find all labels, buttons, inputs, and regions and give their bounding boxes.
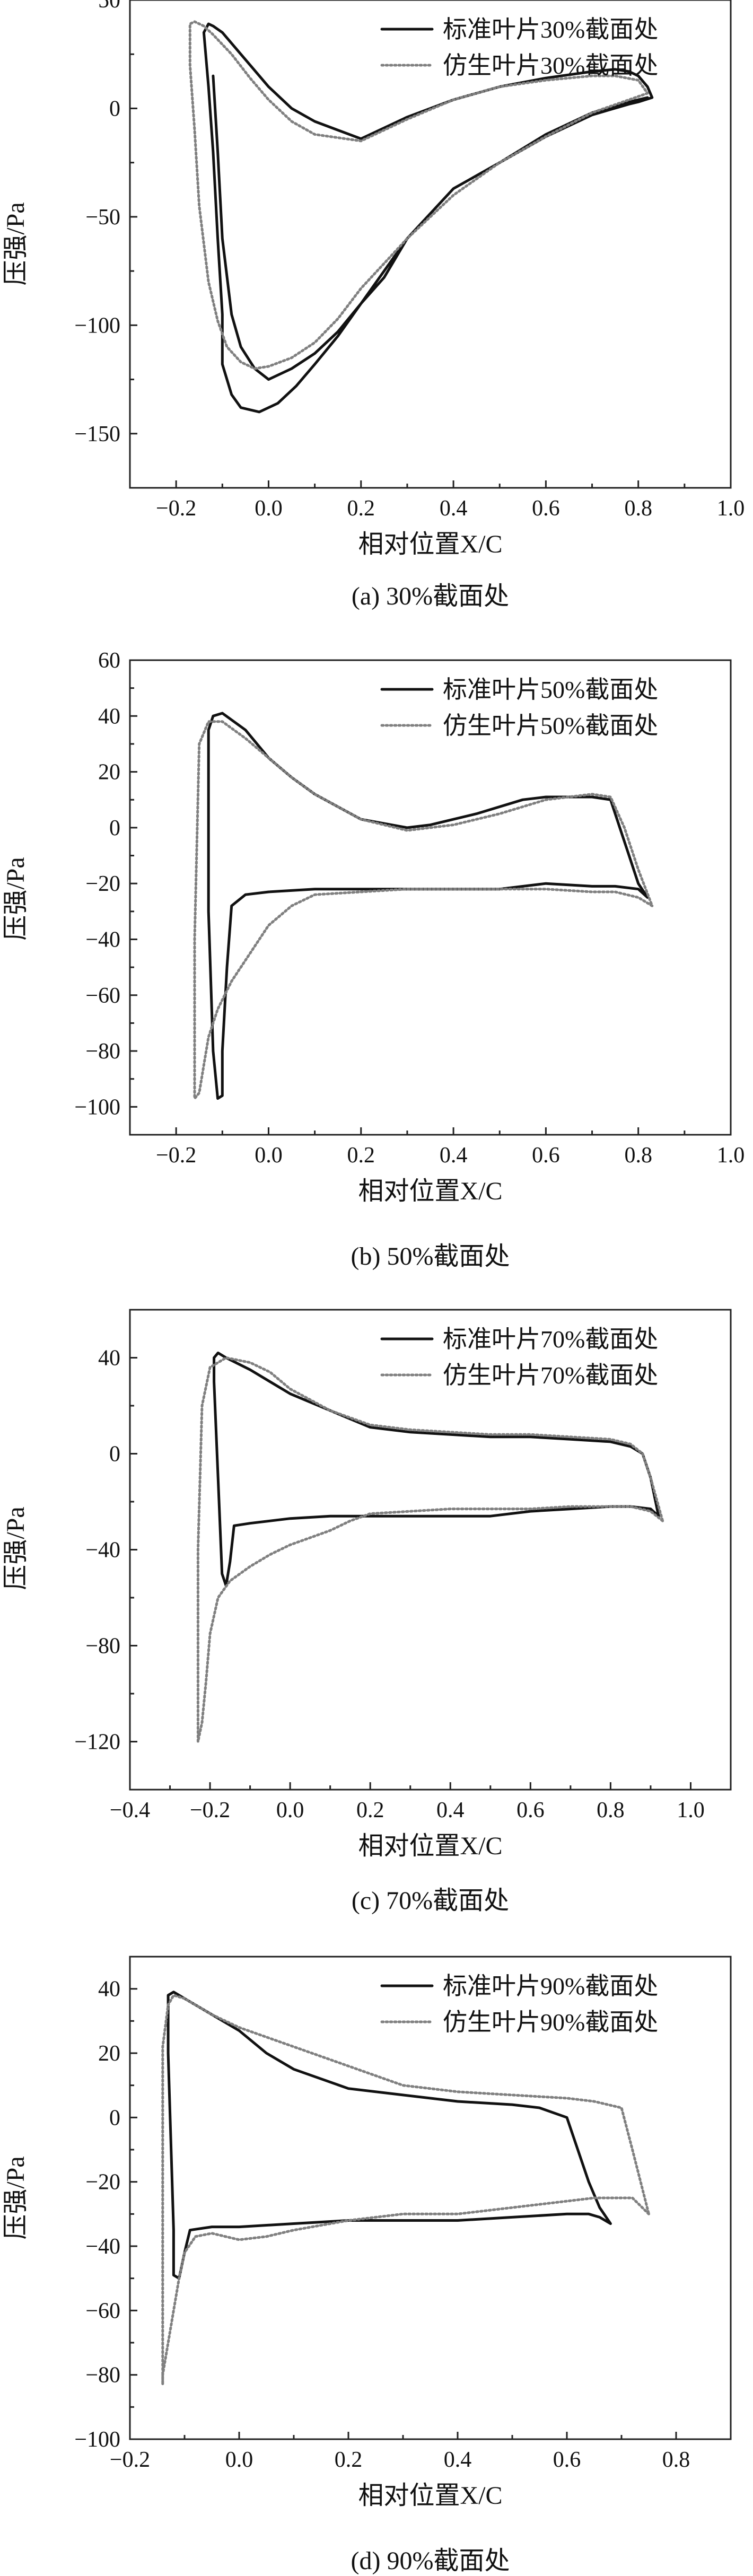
y-tick-label: 20 xyxy=(98,760,120,785)
series-line-standard-blade xyxy=(202,22,654,414)
x-tick-label: 0.0 xyxy=(255,1143,283,1168)
x-tick-label: −0.2 xyxy=(110,2448,150,2472)
x-tick-label: 0.0 xyxy=(225,2448,253,2472)
y-tick-label: 40 xyxy=(98,1977,120,2002)
x-axis-label: 相对位置X/C xyxy=(358,1832,502,1860)
legend-label: 仿生叶片50%截面处 xyxy=(443,712,658,739)
y-tick-label: −40 xyxy=(85,1538,120,1563)
x-tick-label: 0.2 xyxy=(347,1143,375,1168)
x-tick-label: 0.6 xyxy=(516,1798,545,1823)
series-line-bionic-blade xyxy=(196,1356,664,1743)
legend-label: 标准叶片70%截面处 xyxy=(443,1326,658,1353)
y-axis-label: 压强/Pa xyxy=(2,202,30,285)
series-line-bionic-blade xyxy=(188,20,649,370)
x-tick-label: 0.2 xyxy=(356,1798,384,1823)
y-tick-label: −80 xyxy=(85,1039,120,1064)
y-tick-label: −50 xyxy=(85,205,120,230)
chart-panel-1: −0.2 0.0 0.2 0.4 0.6 0.8 1.0 50 0 −50 −100 −150 标准叶片… xyxy=(2,0,745,610)
x-tick-label: 0.8 xyxy=(624,1143,652,1168)
y-tick-label: −80 xyxy=(85,1634,120,1659)
y-axis-label: 压强/Pa xyxy=(2,2156,30,2239)
chart-panel-2: −0.2 0.0 0.2 0.4 0.6 0.8 1.0 60 40 20 0 −20 −40 −60 −8… xyxy=(2,649,745,1271)
y-tick-label: 0 xyxy=(109,2106,120,2130)
x-tick-label: 0.8 xyxy=(662,2448,690,2472)
y-tick-label: 0 xyxy=(109,816,120,840)
y-axis-label: 压强/Pa xyxy=(2,857,30,940)
chart-panel-4: −0.2 0.0 0.2 0.4 0.6 0.8 40 20 0 −20 −40 −60 −80 −100… xyxy=(2,1956,732,2575)
x-axis-label: 相对位置X/C xyxy=(358,530,502,558)
panel-caption: (b) 50%截面处 xyxy=(351,1242,510,1271)
y-tick-label: −20 xyxy=(85,2170,120,2195)
y-tick-label: 60 xyxy=(98,649,120,673)
series-line-standard-blade xyxy=(213,1351,660,1587)
x-tick-label: 0.4 xyxy=(440,1143,468,1168)
y-tick-label: 0 xyxy=(109,97,120,121)
plot-frame xyxy=(129,0,732,489)
y-tick-label: 0 xyxy=(109,1442,120,1467)
x-tick-label: 0.0 xyxy=(255,496,283,521)
x-tick-label: 1.0 xyxy=(717,1143,745,1168)
y-tick-label: 40 xyxy=(98,1346,120,1371)
y-tick-label: −100 xyxy=(74,2428,120,2452)
x-tick-label: 0.8 xyxy=(624,496,652,521)
y-tick-label: −60 xyxy=(85,984,120,1008)
x-tick-label: −0.4 xyxy=(110,1798,150,1823)
plot-frame xyxy=(129,1956,732,2440)
y-axis-label: 压强/Pa xyxy=(2,1506,30,1590)
y-tick-label: −40 xyxy=(85,2235,120,2259)
legend-label: 仿生叶片70%截面处 xyxy=(443,1362,658,1389)
legend-label: 仿生叶片30%截面处 xyxy=(443,52,658,79)
y-tick-label: 40 xyxy=(98,704,120,729)
y-tick-label: −100 xyxy=(74,313,120,338)
y-tick-label: 50 xyxy=(98,0,120,13)
x-tick-label: 0.4 xyxy=(436,1798,465,1823)
plot-frame xyxy=(129,659,732,1136)
y-tick-label: −80 xyxy=(85,2363,120,2388)
legend-label: 标准叶片50%截面处 xyxy=(443,676,658,703)
x-tick-label: 0.4 xyxy=(440,496,468,521)
y-tick-label: −120 xyxy=(74,1730,120,1755)
panel-caption: (d) 90%截面处 xyxy=(351,2547,510,2575)
x-tick-label: −0.2 xyxy=(190,1798,230,1823)
x-tick-label: 1.0 xyxy=(677,1798,705,1823)
x-tick-label: 0.0 xyxy=(276,1798,304,1823)
legend-label: 标准叶片90%截面处 xyxy=(443,1973,658,2000)
x-tick-label: −0.2 xyxy=(156,496,196,521)
x-tick-label: 0.4 xyxy=(444,2448,472,2472)
series-line-bionic-blade xyxy=(193,720,654,1100)
x-tick-label: 0.6 xyxy=(532,1143,560,1168)
legend-label: 仿生叶片90%截面处 xyxy=(443,2009,658,2036)
x-tick-label: 0.2 xyxy=(347,496,375,521)
series-line-standard-blade xyxy=(167,1991,612,2280)
y-tick-label: −60 xyxy=(85,2299,120,2323)
panel-caption: (c) 70%截面处 xyxy=(352,1887,509,1915)
x-tick-label: 1.0 xyxy=(717,496,745,521)
x-tick-label: 0.6 xyxy=(553,2448,581,2472)
x-tick-label: −0.2 xyxy=(156,1143,196,1168)
y-tick-label: −100 xyxy=(74,1095,120,1119)
x-axis-label: 相对位置X/C xyxy=(358,1177,502,1205)
series-line-standard-blade xyxy=(207,712,649,1100)
y-tick-label: −40 xyxy=(85,927,120,952)
x-tick-label: 0.2 xyxy=(335,2448,363,2472)
y-tick-label: 20 xyxy=(98,2041,120,2066)
legend-label: 标准叶片30%截面处 xyxy=(443,16,658,43)
panel-caption: (a) 30%截面处 xyxy=(352,582,509,610)
x-tick-label: 0.8 xyxy=(597,1798,625,1823)
x-tick-label: 0.6 xyxy=(532,496,560,521)
chart-panel-3: −0.4 −0.2 0.0 0.2 0.4 0.6 0.8 1.0 40 0 −40 −80 −120 标… xyxy=(2,1309,732,1915)
series-line-bionic-blade xyxy=(161,1994,650,2386)
y-tick-label: −20 xyxy=(85,872,120,896)
x-axis-label: 相对位置X/C xyxy=(358,2482,502,2510)
y-tick-label: −150 xyxy=(74,422,120,446)
